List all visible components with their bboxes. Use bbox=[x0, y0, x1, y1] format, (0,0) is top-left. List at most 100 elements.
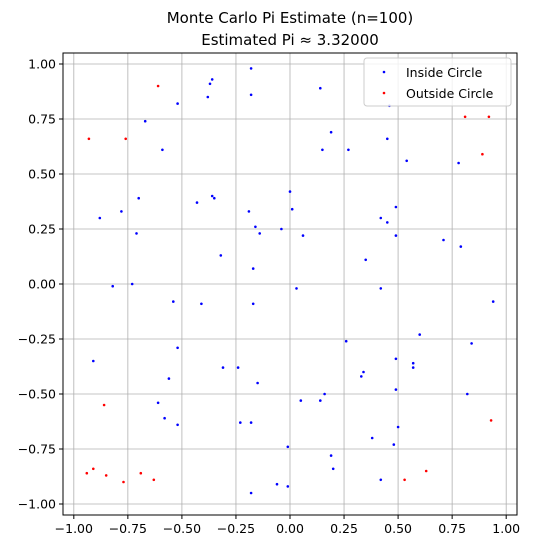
inside-circle-point bbox=[92, 359, 95, 363]
y-tick-label: 0.50 bbox=[28, 167, 56, 182]
inside-circle-point bbox=[208, 82, 212, 86]
x-tick-label: −0.50 bbox=[163, 521, 201, 536]
inside-circle-point bbox=[323, 392, 326, 396]
data-points bbox=[85, 67, 495, 495]
x-tick-label: 0.75 bbox=[438, 521, 466, 536]
inside-circle-point bbox=[360, 375, 363, 378]
inside-circle-point bbox=[286, 445, 290, 449]
inside-circle-point bbox=[386, 137, 389, 141]
x-tick-label: 0.00 bbox=[276, 521, 304, 536]
x-tick-label: 0.25 bbox=[330, 521, 358, 536]
inside-circle-point bbox=[120, 210, 123, 213]
outside-circle-point bbox=[104, 474, 108, 477]
outside-circle-point bbox=[481, 152, 484, 156]
x-tick-label: 0.50 bbox=[384, 521, 412, 536]
legend-label-outside: Outside Circle bbox=[406, 86, 494, 101]
inside-circle-point bbox=[344, 339, 348, 343]
outside-circle-point bbox=[489, 419, 493, 422]
inside-circle-point bbox=[466, 392, 469, 396]
inside-circle-point bbox=[364, 258, 368, 262]
inside-circle-point bbox=[379, 287, 383, 290]
inside-circle-point bbox=[347, 148, 350, 152]
x-tick-label: −0.75 bbox=[109, 521, 147, 536]
legend-marker-outside bbox=[382, 91, 386, 95]
inside-circle-point bbox=[200, 302, 203, 306]
inside-circle-point bbox=[396, 425, 400, 429]
inside-circle-point bbox=[394, 357, 398, 361]
legend-marker-inside bbox=[382, 70, 386, 74]
inside-circle-point bbox=[247, 210, 251, 213]
inside-circle-point bbox=[299, 399, 303, 402]
x-tick-label: −1.00 bbox=[55, 521, 93, 536]
inside-circle-point bbox=[491, 300, 495, 303]
inside-circle-point bbox=[249, 491, 253, 495]
inside-circle-point bbox=[195, 201, 199, 204]
inside-circle-point bbox=[470, 342, 473, 345]
outside-circle-point bbox=[403, 478, 406, 482]
outside-circle-point bbox=[487, 115, 491, 119]
inside-circle-point bbox=[239, 421, 242, 424]
inside-circle-point bbox=[386, 221, 389, 224]
inside-circle-point bbox=[221, 366, 225, 369]
y-tick-label: −0.75 bbox=[18, 442, 56, 457]
inside-circle-point bbox=[392, 443, 396, 446]
inside-circle-point bbox=[172, 300, 175, 303]
inside-circle-point bbox=[321, 148, 324, 152]
inside-circle-point bbox=[251, 302, 255, 306]
inside-circle-point bbox=[290, 207, 294, 211]
inside-circle-point bbox=[256, 381, 259, 385]
chart-title: Monte Carlo Pi Estimate (n=100) bbox=[167, 9, 414, 27]
outside-circle-point bbox=[424, 469, 428, 473]
inside-circle-point bbox=[130, 282, 134, 286]
chart-subtitle: Estimated Pi ≈ 3.32000 bbox=[201, 31, 379, 49]
inside-circle-point bbox=[176, 423, 179, 427]
inside-circle-point bbox=[405, 159, 409, 163]
inside-circle-point bbox=[236, 366, 240, 369]
inside-circle-point bbox=[295, 287, 298, 290]
inside-circle-point bbox=[418, 333, 422, 336]
inside-circle-point bbox=[394, 205, 398, 209]
x-axis: −1.00 −0.75 −0.50 −0.25 0.00 0.25 0.50 0.75 1.00 bbox=[55, 515, 520, 536]
inside-circle-point bbox=[288, 190, 292, 193]
inside-circle-point bbox=[411, 361, 415, 365]
inside-circle-point bbox=[137, 196, 140, 200]
inside-circle-point bbox=[319, 86, 322, 90]
inside-circle-point bbox=[251, 267, 255, 270]
outside-circle-point bbox=[156, 84, 160, 88]
outside-circle-point bbox=[152, 478, 156, 482]
inside-circle-point bbox=[442, 238, 445, 242]
y-tick-label: 0.25 bbox=[28, 222, 56, 237]
inside-circle-point bbox=[135, 232, 138, 235]
x-tick-label: −0.25 bbox=[217, 521, 255, 536]
outside-circle-point bbox=[85, 471, 89, 475]
inside-circle-point bbox=[411, 366, 415, 369]
inside-circle-point bbox=[249, 421, 253, 424]
outside-circle-point bbox=[102, 403, 106, 407]
inside-circle-point bbox=[111, 284, 114, 288]
inside-circle-point bbox=[379, 478, 383, 482]
inside-circle-point bbox=[459, 245, 463, 248]
inside-circle-point bbox=[329, 130, 333, 134]
outside-circle-point bbox=[139, 471, 143, 475]
inside-circle-point bbox=[254, 225, 257, 229]
inside-circle-point bbox=[98, 216, 102, 220]
inside-circle-point bbox=[210, 194, 214, 198]
inside-circle-point bbox=[176, 102, 179, 105]
inside-circle-point bbox=[143, 119, 147, 123]
inside-circle-point bbox=[275, 482, 279, 486]
legend: Inside Circle Outside Circle bbox=[363, 57, 512, 107]
inside-circle-point bbox=[210, 78, 214, 81]
inside-circle-point bbox=[331, 467, 335, 471]
y-tick-label: −0.25 bbox=[18, 332, 56, 347]
y-tick-label: 1.00 bbox=[28, 57, 56, 72]
outside-circle-point bbox=[92, 467, 95, 471]
inside-circle-point bbox=[258, 232, 262, 235]
inside-circle-point bbox=[394, 234, 398, 237]
inside-circle-point bbox=[362, 370, 365, 374]
y-tick-label: −0.50 bbox=[18, 387, 56, 402]
inside-circle-point bbox=[176, 346, 179, 350]
inside-circle-point bbox=[457, 161, 460, 165]
legend-box bbox=[363, 57, 512, 107]
inside-circle-point bbox=[156, 401, 160, 405]
inside-circle-point bbox=[219, 254, 223, 257]
